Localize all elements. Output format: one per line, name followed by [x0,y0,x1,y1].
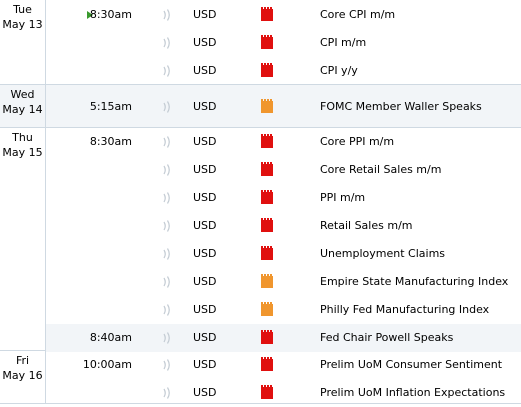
high-impact-folder-icon[interactable] [261,7,273,21]
event-title[interactable]: Retail Sales m/m [320,219,413,232]
event-currency: USD [193,8,217,21]
event-currency: USD [193,100,217,113]
event-currency: USD [193,36,217,49]
event-title[interactable]: Core Retail Sales m/m [320,163,442,176]
speaker-icon[interactable] [160,100,174,114]
event-currency: USD [193,275,217,288]
speaker-icon[interactable] [160,331,174,345]
event-row[interactable]: USD Empire State Manufacturing Index [46,268,521,296]
event-currency: USD [193,135,217,148]
event-row[interactable]: USD Philly Fed Manufacturing Index [46,296,521,324]
event-title[interactable]: CPI m/m [320,36,367,49]
event-title[interactable]: Prelim UoM Inflation Expectations [320,386,506,399]
speaker-icon[interactable] [160,386,174,400]
event-currency: USD [193,191,217,204]
event-row[interactable]: USD Retail Sales m/m [46,212,521,240]
event-row[interactable]: 5:15am USD FOMC Member Waller Speaks [46,93,521,121]
event-currency: USD [193,247,217,260]
high-impact-folder-icon[interactable] [261,35,273,49]
calendar-day: Wed May 14 5:15am USD FOMC Member Waller Spe… [0,85,521,128]
high-impact-folder-icon[interactable] [261,134,273,148]
calendar-day: Thu May 15 8:30am USD Core PPI m/m USD Core Re… [0,128,521,352]
date-cell: Wed May 14 [0,85,46,127]
event-currency: USD [193,331,217,344]
day-month: May 15 [2,146,43,159]
event-row[interactable]: USD CPI y/y [46,57,521,85]
day-of-week: Fri [15,354,30,367]
speaker-icon[interactable] [160,64,174,78]
high-impact-folder-icon[interactable] [261,190,273,204]
event-time: 8:40am [89,331,132,344]
high-impact-folder-icon[interactable] [261,385,273,399]
event-title[interactable]: Core CPI m/m [320,8,396,21]
day-month: May 14 [2,103,43,116]
date-cell: Fri May 16 [0,351,46,403]
event-currency: USD [193,303,217,316]
event-time: 10:00am [82,358,132,371]
event-currency: USD [193,386,217,399]
medium-impact-folder-icon[interactable] [261,99,273,113]
event-row[interactable]: USD Core Retail Sales m/m [46,156,521,184]
speaker-icon[interactable] [160,135,174,149]
event-row[interactable]: 8:30am USD Core PPI m/m [46,128,521,156]
row-group-shade [46,324,521,352]
speaker-icon[interactable] [160,303,174,317]
current-event-marker-icon [87,11,93,19]
event-currency: USD [193,163,217,176]
speaker-icon[interactable] [160,191,174,205]
high-impact-folder-icon[interactable] [261,330,273,344]
event-title[interactable]: Fed Chair Powell Speaks [320,331,454,344]
date-cell: Tue May 13 [0,0,46,84]
event-title[interactable]: FOMC Member Waller Speaks [320,100,482,113]
medium-impact-folder-icon[interactable] [261,274,273,288]
event-row[interactable]: 8:40am USD Fed Chair Powell Speaks [46,324,521,352]
speaker-icon[interactable] [160,163,174,177]
event-row[interactable]: USD Prelim UoM Inflation Expectations [46,379,521,407]
speaker-icon[interactable] [160,358,174,372]
speaker-icon[interactable] [160,247,174,261]
speaker-icon[interactable] [160,36,174,50]
event-currency: USD [193,358,217,371]
event-row[interactable]: 8:30am USD Core CPI m/m [46,1,521,29]
date-cell: Thu May 15 [0,128,46,350]
day-of-week: Thu [12,131,33,144]
event-currency: USD [193,64,217,77]
event-currency: USD [193,219,217,232]
calendar-day: Fri May 16 10:00am USD Prelim UoM Consumer S… [0,351,521,404]
day-month: May 13 [2,18,43,31]
event-title[interactable]: Empire State Manufacturing Index [320,275,509,288]
speaker-icon[interactable] [160,8,174,22]
day-month: May 16 [2,369,43,382]
event-title[interactable]: PPI m/m [320,191,366,204]
event-time: 5:15am [89,100,132,113]
event-title[interactable]: Core PPI m/m [320,135,395,148]
high-impact-folder-icon[interactable] [261,63,273,77]
event-title[interactable]: Unemployment Claims [320,247,446,260]
event-row[interactable]: USD Unemployment Claims [46,240,521,268]
high-impact-folder-icon[interactable] [261,162,273,176]
high-impact-folder-icon[interactable] [261,246,273,260]
day-of-week: Wed [10,88,35,101]
event-title[interactable]: Prelim UoM Consumer Sentiment [320,358,503,371]
day-of-week: Tue [13,3,32,16]
event-row[interactable]: USD CPI m/m [46,29,521,57]
high-impact-folder-icon[interactable] [261,218,273,232]
event-time: 8:30am [89,8,132,21]
speaker-icon[interactable] [160,219,174,233]
medium-impact-folder-icon[interactable] [261,302,273,316]
calendar-day: Tue May 13 8:30am USD Core CPI m/m USD CPI m/m… [0,0,521,85]
high-impact-folder-icon[interactable] [261,357,273,371]
speaker-icon[interactable] [160,275,174,289]
event-row[interactable]: 10:00am USD Prelim UoM Consumer Sentiment [46,351,521,379]
event-row[interactable]: USD PPI m/m [46,184,521,212]
event-time: 8:30am [89,135,132,148]
event-title[interactable]: CPI y/y [320,64,358,77]
event-title[interactable]: Philly Fed Manufacturing Index [320,303,490,316]
